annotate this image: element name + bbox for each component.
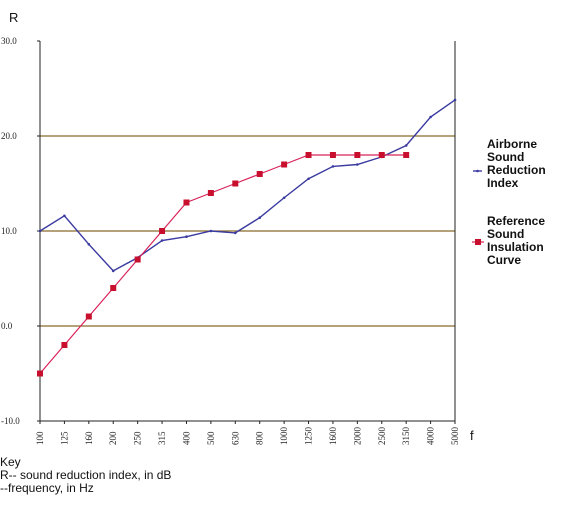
legend-reference-text: Reference xyxy=(487,214,545,228)
airborne-point xyxy=(331,165,335,168)
reference-point xyxy=(85,313,92,320)
x-tick-label: 5000 xyxy=(450,427,460,446)
airborne-point xyxy=(282,196,286,200)
legend-airborne-text: Index xyxy=(487,176,519,190)
airborne-point xyxy=(258,216,262,219)
grid xyxy=(40,135,455,327)
x-tick-label: 800 xyxy=(255,431,265,445)
x-tick-label: 3150 xyxy=(401,427,411,446)
x-tick-label: 4000 xyxy=(426,427,436,446)
legend-airborne-marker xyxy=(476,169,479,173)
legend-airborne-text: Airborne xyxy=(487,137,537,151)
airborne-point xyxy=(209,229,213,233)
x-tick-label: 2000 xyxy=(352,427,362,446)
series xyxy=(37,98,457,377)
x-tick-label: 1250 xyxy=(304,427,314,446)
legend: AirborneSoundReductionIndexReferenceSoun… xyxy=(472,137,546,267)
y-axis-label: R xyxy=(9,10,18,25)
airborne-point xyxy=(404,144,408,147)
x-tick-label: 315 xyxy=(157,431,167,445)
reference-point xyxy=(207,190,214,196)
x-tick-label: 500 xyxy=(206,431,216,445)
airborne-point xyxy=(111,269,115,273)
key-title: Key xyxy=(0,455,21,469)
y-tick-label: 30.0 xyxy=(1,36,17,46)
series-reference-line xyxy=(39,154,407,374)
airborne-point xyxy=(87,243,91,246)
airborne-point xyxy=(160,239,164,242)
legend-reference-text: Sound xyxy=(487,227,524,241)
y-ticks: 30.0 20.0 10.0 0.0 -10.0 xyxy=(1,36,40,426)
key-line-f: --frequency, in Hz xyxy=(0,481,94,495)
x-tick-label: 160 xyxy=(84,431,94,445)
reference-point xyxy=(281,161,288,168)
airborne-point xyxy=(429,115,432,119)
reference-point xyxy=(183,199,190,206)
reference-point xyxy=(256,171,263,177)
reference-point xyxy=(159,228,166,234)
legend-airborne-text: Reduction xyxy=(487,163,546,177)
reference-point xyxy=(329,152,336,158)
airborne-point xyxy=(185,235,188,238)
airborne-point xyxy=(356,163,359,166)
airborne-point xyxy=(63,214,66,218)
x-tick-label: 100 xyxy=(35,431,45,445)
series-airborne-line xyxy=(39,99,456,272)
reference-point xyxy=(232,180,239,187)
x-tick-label: 400 xyxy=(181,431,191,445)
legend-reference-text: Insulation xyxy=(487,240,544,254)
airborne-point xyxy=(38,229,42,233)
legend-reference-text: Curve xyxy=(487,253,521,267)
x-tick-label: 630 xyxy=(230,431,240,445)
airborne-point xyxy=(307,177,310,181)
airborne-point xyxy=(453,98,457,102)
reference-point xyxy=(134,256,141,263)
legend-reference-marker xyxy=(475,239,481,245)
y-tick-label: -10.0 xyxy=(1,416,20,426)
key-line-r: R-- sound reduction index, in dB xyxy=(0,468,172,482)
x-tick-label: 1000 xyxy=(279,427,289,446)
x-tick-label: 200 xyxy=(108,431,118,445)
reference-point xyxy=(354,152,361,158)
airborne-point xyxy=(233,231,237,235)
x-tick-label: 1600 xyxy=(328,427,338,446)
x-tick-label: 2500 xyxy=(377,427,387,446)
x-tick-label: 125 xyxy=(59,431,69,445)
chart: R f 30.0 20.0 10.0 0.0 -10.0 100 125 160 200 250… xyxy=(1,10,546,445)
reference-point xyxy=(403,152,410,158)
y-tick-label: 0.0 xyxy=(1,321,13,331)
reference-point xyxy=(305,152,312,158)
x-ticks: 100 125 160 200 250 315 400 500 630 800 1000 1250 16… xyxy=(35,421,460,445)
x-tick-label: 250 xyxy=(133,431,143,445)
reference-point xyxy=(378,152,385,158)
x-axis-label: f xyxy=(470,428,474,443)
key: Key R-- sound reduction index, in dB --f… xyxy=(0,456,171,495)
legend-airborne-text: Sound xyxy=(487,150,524,164)
reference-point xyxy=(110,285,117,291)
y-tick-label: 20.0 xyxy=(1,131,17,141)
reference-point xyxy=(61,342,68,348)
y-tick-label: 10.0 xyxy=(1,226,17,236)
reference-point xyxy=(37,370,43,377)
